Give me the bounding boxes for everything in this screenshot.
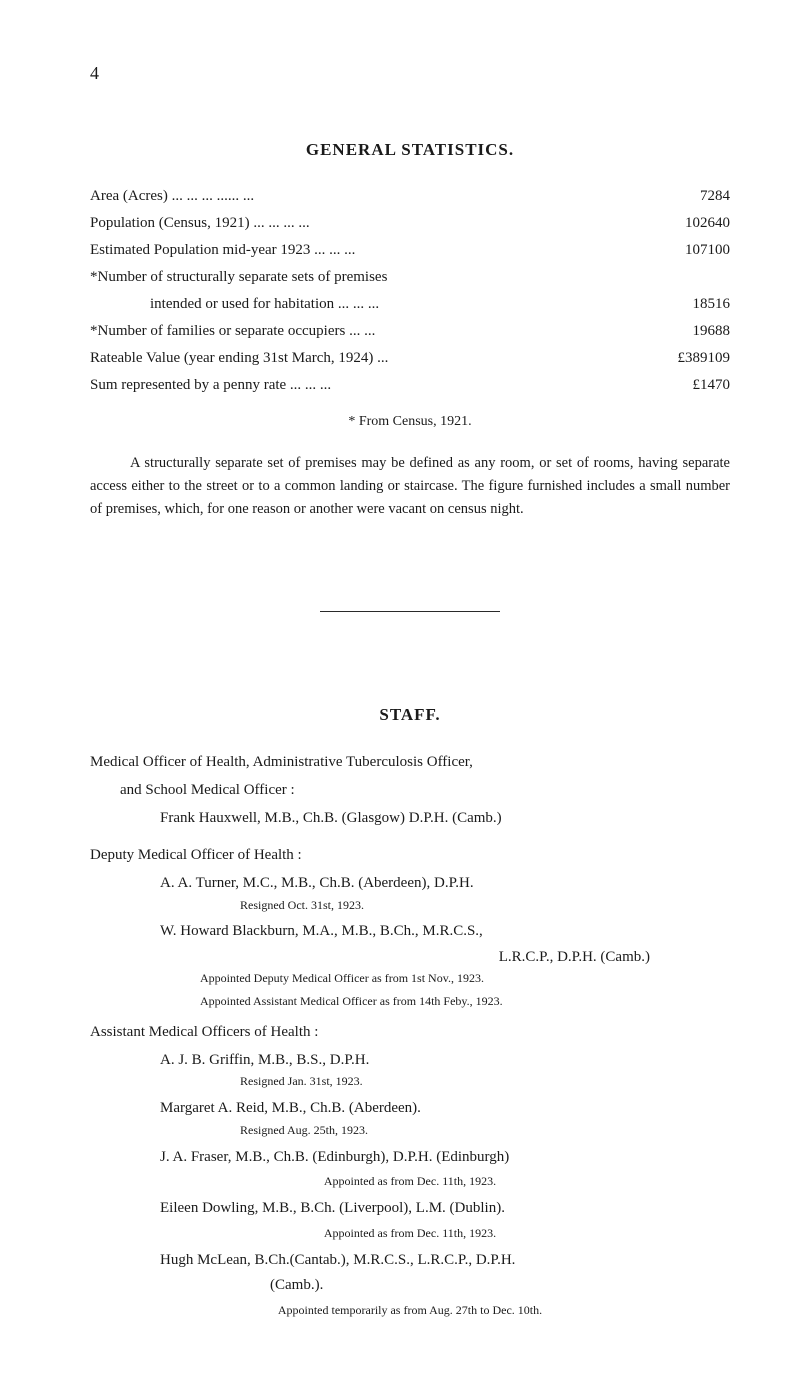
stat-label: *Number of structurally separate sets of…: [90, 264, 630, 291]
staff-note: Appointed temporarily as from Aug. 27th …: [90, 1301, 730, 1319]
section-divider: [320, 611, 500, 612]
stat-row: Area (Acres) ... ... ... ...... ... 7284: [90, 183, 730, 210]
staff-name: A. A. Turner, M.C., M.B., Ch.B. (Aberdee…: [90, 871, 730, 897]
stat-value: £389109: [630, 345, 730, 372]
staff-title: STAFF.: [90, 702, 730, 728]
staff-assistant-block: Assistant Medical Officers of Health : A…: [90, 1020, 730, 1319]
stat-label: Population (Census, 1921) ... ... ... ..…: [90, 210, 630, 237]
stat-row: Sum represented by a penny rate ... ... …: [90, 372, 730, 399]
staff-role-continuation: and School Medical Officer :: [90, 778, 730, 802]
census-footnote: * From Census, 1921.: [90, 411, 730, 432]
staff-name: Hugh McLean, B.Ch.(Cantab.), M.R.C.S., L…: [90, 1248, 730, 1274]
stat-row: *Number of families or separate occupier…: [90, 318, 730, 345]
stat-row: intended or used for habitation ... ... …: [90, 291, 730, 318]
staff-note: Appointed as from Dec. 11th, 1923.: [90, 1172, 730, 1190]
staff-name: A. J. B. Griffin, M.B., B.S., D.P.H.: [90, 1048, 730, 1074]
staff-name: Eileen Dowling, M.B., B.Ch. (Liverpool),…: [90, 1196, 730, 1222]
stat-label: Sum represented by a penny rate ... ... …: [90, 372, 630, 399]
statistics-table: Area (Acres) ... ... ... ...... ... 7284…: [90, 183, 730, 399]
staff-moh-block: Medical Officer of Health, Administrativ…: [90, 750, 730, 832]
staff-note: Appointed as from Dec. 11th, 1923.: [90, 1224, 730, 1242]
stat-row: *Number of structurally separate sets of…: [90, 264, 730, 291]
staff-note: Appointed Assistant Medical Officer as f…: [90, 993, 730, 1010]
staff-name: Margaret A. Reid, M.B., Ch.B. (Aberdeen)…: [90, 1096, 730, 1122]
stat-row: Population (Census, 1921) ... ... ... ..…: [90, 210, 730, 237]
stat-value: 7284: [630, 183, 730, 210]
staff-note: Resigned Aug. 25th, 1923.: [90, 1122, 730, 1139]
stat-value: £1470: [630, 372, 730, 399]
staff-role: Assistant Medical Officers of Health :: [90, 1020, 730, 1044]
staff-note: Resigned Oct. 31st, 1923.: [90, 897, 730, 914]
page-number: 4: [90, 60, 730, 87]
staff-note: Appointed Deputy Medical Officer as from…: [90, 970, 730, 987]
staff-name-continuation: (Camb.).: [90, 1273, 730, 1299]
staff-role: Deputy Medical Officer of Health :: [90, 843, 730, 867]
stat-value: 107100: [630, 237, 730, 264]
staff-name: W. Howard Blackburn, M.A., M.B., B.Ch., …: [90, 919, 730, 945]
stat-label: Estimated Population mid-year 1923 ... .…: [90, 237, 630, 264]
staff-deputy-block: Deputy Medical Officer of Health : A. A.…: [90, 843, 730, 1010]
stat-value: 102640: [630, 210, 730, 237]
stat-label: Rateable Value (year ending 31st March, …: [90, 345, 630, 372]
staff-note: Resigned Jan. 31st, 1923.: [90, 1073, 730, 1090]
stat-value: 18516: [630, 291, 730, 318]
stat-value: 19688: [630, 318, 730, 345]
stat-label: intended or used for habitation ... ... …: [90, 291, 630, 318]
explanatory-paragraph: A structurally separate set of premises …: [90, 452, 730, 522]
staff-name-continuation: L.R.C.P., D.P.H. (Camb.): [90, 945, 730, 971]
stat-label: Area (Acres) ... ... ... ...... ...: [90, 183, 630, 210]
staff-name: Frank Hauxwell, M.B., Ch.B. (Glasgow) D.…: [90, 806, 730, 832]
stat-label: *Number of families or separate occupier…: [90, 318, 630, 345]
staff-role: Medical Officer of Health, Administrativ…: [90, 750, 730, 774]
stat-row: Rateable Value (year ending 31st March, …: [90, 345, 730, 372]
stat-row: Estimated Population mid-year 1923 ... .…: [90, 237, 730, 264]
general-statistics-title: GENERAL STATISTICS.: [90, 137, 730, 163]
staff-name: J. A. Fraser, M.B., Ch.B. (Edinburgh), D…: [90, 1145, 730, 1171]
